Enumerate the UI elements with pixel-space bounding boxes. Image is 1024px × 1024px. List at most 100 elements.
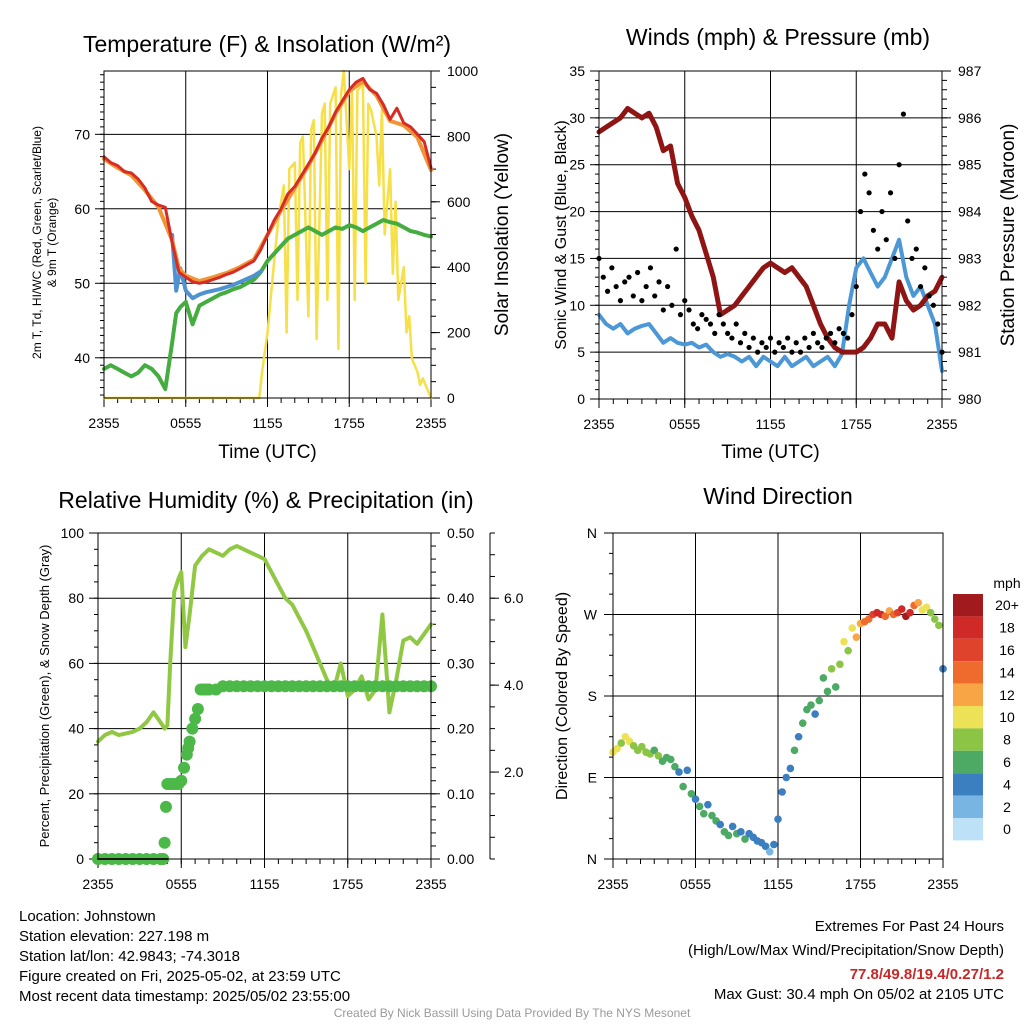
legend-swatch: [953, 706, 983, 729]
gust-point: [815, 340, 821, 346]
x-tick-label: 1155: [755, 416, 785, 432]
extremes-heading: Extremes For Past 24 Hours: [814, 918, 1004, 935]
precip-point: [186, 722, 199, 735]
direction-point: [691, 795, 700, 804]
gust-point: [832, 340, 838, 346]
direction-point: [794, 732, 803, 741]
gust-point: [742, 330, 748, 336]
y-tick-label: 30: [569, 110, 585, 126]
y2-tick-label: 0.10: [447, 786, 474, 802]
y-tick-label: S: [588, 688, 597, 704]
y3-tick-label: 4.0: [504, 677, 524, 693]
y2-tick-label: 0.20: [447, 721, 474, 737]
gust-point: [703, 316, 709, 322]
y2-axis-label: Station Pressure (Maroon): [998, 124, 1019, 347]
gust-point: [789, 349, 795, 355]
direction-point: [724, 831, 733, 840]
credit-text: Created By Nick Bassill Using Data Provi…: [333, 1006, 691, 1020]
direction-point: [650, 746, 659, 755]
max-gust-text: Max Gust: 30.4 mph On 05/02 at 2105 UTC: [713, 986, 1004, 1003]
gust-point: [660, 307, 666, 313]
direction-point: [741, 835, 749, 843]
gust-point: [673, 246, 679, 252]
gust-point: [763, 344, 769, 351]
y2-tick-label: 400: [447, 259, 471, 275]
precip-point: [159, 800, 172, 813]
x-tick-label: 1155: [763, 876, 793, 892]
gust-point: [780, 344, 786, 351]
legend-title: mph: [993, 575, 1020, 591]
gust-point: [875, 246, 881, 252]
precip-point: [175, 774, 188, 787]
rh-series-line: [96, 544, 433, 744]
y-axis-label: 2m T, Td, HI/WC (Red, Green, Scarlet/Blu…: [30, 126, 44, 359]
direction-point: [666, 755, 675, 764]
precip-point: [191, 703, 204, 716]
extremes-subheading: (High/Low/Max Wind/Precipitation/Snow De…: [688, 942, 1004, 959]
legend-label: 8: [1003, 732, 1011, 748]
gust-point: [793, 340, 799, 346]
legend-label: 14: [999, 664, 1015, 680]
direction-point: [811, 710, 819, 718]
direction-point: [881, 612, 890, 621]
gust-point: [917, 283, 924, 290]
legend-label: 10: [999, 709, 1015, 725]
legend-label: 4: [1003, 776, 1011, 792]
x-tick-label: 1755: [841, 416, 872, 432]
y-tick-label: 60: [68, 655, 84, 671]
y-axis-label: Percent, Precipitation (Green), & Snow D…: [37, 545, 52, 848]
gust-point: [802, 335, 808, 341]
x-axis-label: Time (UTC): [218, 442, 317, 463]
legend-swatch: [953, 795, 983, 818]
gust-point: [823, 335, 829, 341]
gust-point: [604, 288, 611, 294]
x-tick-label: 0555: [680, 876, 711, 892]
direction-point: [897, 605, 906, 613]
precip-point: [189, 712, 202, 725]
y2-tick-label: 982: [958, 297, 982, 313]
legend-label: 0: [1003, 821, 1011, 837]
direction-point: [831, 683, 840, 691]
pressure-series-line: [596, 106, 945, 355]
x-tick-label: 2355: [927, 876, 958, 892]
gust-point: [682, 298, 688, 304]
gust-point: [716, 312, 722, 318]
y-tick-label: 15: [569, 250, 585, 266]
gust-point: [643, 283, 649, 290]
gust-point: [810, 330, 816, 336]
chart-title: Temperature (F) & Insolation (W/m²): [83, 31, 451, 57]
direction-point: [906, 608, 914, 617]
legend-label: 6: [1003, 754, 1011, 770]
direction-point: [708, 811, 716, 820]
direction-point: [782, 773, 791, 782]
gust-point: [699, 312, 705, 318]
legend-swatch: [953, 616, 983, 639]
y2-tick-label: 1000: [447, 63, 478, 79]
gust-point: [853, 283, 859, 290]
x-tick-label: 2355: [415, 415, 446, 431]
created-text: Figure created on Fri, 2025-05-02, at 23…: [19, 968, 341, 985]
y2-tick-label: 0: [447, 390, 455, 406]
chart-title: Winds (mph) & Pressure (mb): [626, 24, 930, 50]
gust-point: [849, 312, 855, 318]
y-tick-label: 0: [577, 391, 585, 407]
y-tick-label: 80: [68, 590, 84, 606]
legend-swatch: [953, 750, 983, 774]
direction-point: [819, 674, 828, 682]
direction-point: [914, 598, 923, 607]
direction-point: [852, 633, 861, 641]
gust-point: [900, 111, 907, 117]
wind-series-line: [597, 237, 944, 373]
y-tick-label: E: [588, 770, 597, 786]
direction-point: [687, 790, 696, 798]
latlon-text: Station lat/lon: 42.9843; -74.3018: [19, 948, 241, 965]
legend-swatch: [953, 661, 983, 684]
y2-tick-label: 980: [958, 391, 982, 407]
y3-tick-label: 6.0: [504, 590, 524, 606]
x-tick-label: 1755: [334, 415, 365, 431]
y2-tick-label: 0.30: [447, 655, 474, 671]
direction-point: [613, 744, 621, 753]
y2-tick-label: 983: [958, 250, 982, 266]
direction-point: [930, 615, 939, 623]
